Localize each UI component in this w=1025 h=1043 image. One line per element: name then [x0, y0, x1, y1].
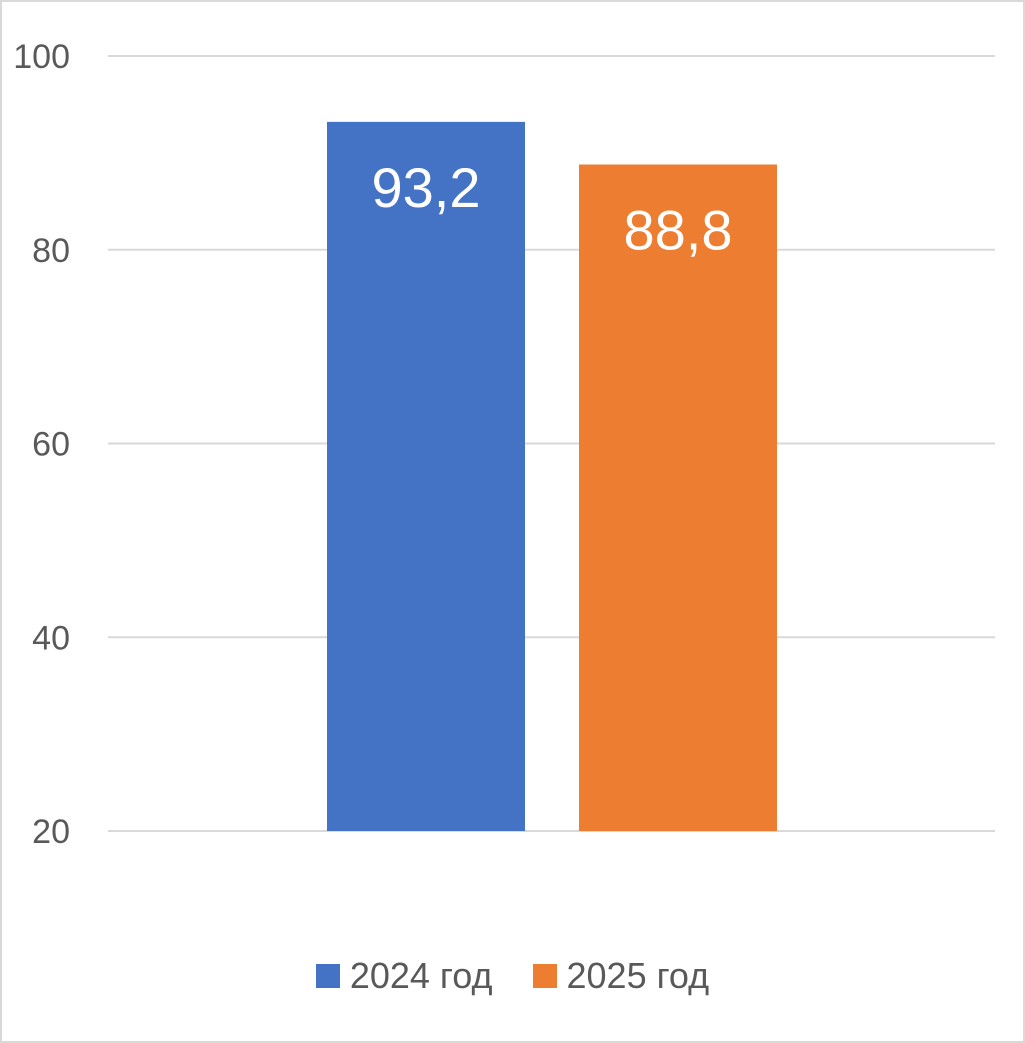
legend-swatch-2024	[315, 964, 340, 988]
legend-swatch-2025	[532, 964, 557, 988]
data-labels: 93,2 88,8	[372, 156, 733, 262]
data-label-2025: 88,8	[624, 199, 733, 262]
bar-2025	[579, 164, 777, 831]
y-tick-label-20: 20	[32, 813, 70, 851]
y-tick-label-40: 40	[32, 619, 70, 657]
legend-label-2024: 2024 год	[349, 955, 493, 996]
legend-label-2025: 2025 год	[566, 955, 710, 996]
legend-item-2025: 2025 год	[532, 955, 710, 997]
data-label-2024: 93,2	[372, 156, 481, 219]
legend: 2024 год 2025 год	[0, 948, 1025, 1004]
y-tick-label-100: 100	[13, 38, 70, 76]
gridlines	[108, 55, 995, 832]
bar-2024	[327, 121, 525, 831]
bars	[327, 121, 777, 831]
legend-item-2024: 2024 год	[315, 955, 493, 997]
y-tick-label-60: 60	[32, 426, 70, 464]
y-axis-ticks: 20 40 60 80 100	[13, 38, 70, 851]
y-tick-label-80: 80	[32, 232, 70, 270]
